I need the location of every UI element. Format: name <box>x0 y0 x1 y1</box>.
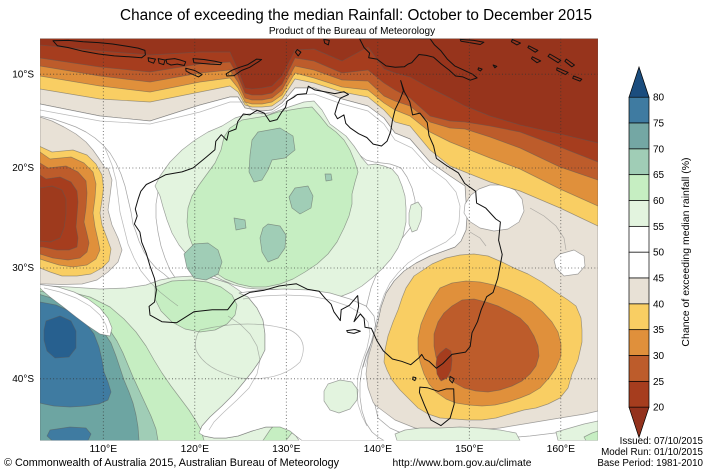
svg-text:25: 25 <box>653 377 665 388</box>
svg-text:30: 30 <box>653 351 665 362</box>
svg-text:80: 80 <box>653 93 665 104</box>
svg-text:Base Period: 1981-2010: Base Period: 1981-2010 <box>597 458 703 469</box>
svg-text:150°E: 150°E <box>455 444 483 455</box>
svg-text:60: 60 <box>653 196 665 207</box>
svg-text:160°E: 160°E <box>547 444 575 455</box>
svg-text:140°E: 140°E <box>364 444 392 455</box>
svg-text:20°S: 20°S <box>12 163 34 174</box>
svg-text:20: 20 <box>653 403 665 414</box>
svg-text:10°S: 10°S <box>12 69 34 80</box>
svg-text:30°S: 30°S <box>12 263 34 274</box>
svg-text:40°S: 40°S <box>12 374 34 385</box>
svg-text:110°E: 110°E <box>89 444 117 455</box>
svg-text:© Commonwealth of Australia 20: © Commonwealth of Australia 2015, Austra… <box>4 457 340 469</box>
svg-text:Product of the Bureau of Meteo: Product of the Bureau of Meteorology <box>269 26 435 37</box>
svg-text:50: 50 <box>653 248 665 259</box>
svg-text:35: 35 <box>653 325 665 336</box>
svg-text:45: 45 <box>653 274 665 285</box>
svg-text:65: 65 <box>653 170 665 181</box>
svg-text:Chance of exceeding the median: Chance of exceeding the median Rainfall:… <box>120 7 592 24</box>
svg-text:Issued: 07/10/2015: Issued: 07/10/2015 <box>620 436 704 447</box>
svg-text:70: 70 <box>653 144 665 155</box>
svg-text:40: 40 <box>653 299 665 310</box>
svg-text:75: 75 <box>653 119 665 130</box>
svg-text:55: 55 <box>653 222 665 233</box>
svg-text:http://www.bom.gov.au/climate: http://www.bom.gov.au/climate <box>393 458 532 469</box>
svg-text:120°E: 120°E <box>181 444 209 455</box>
svg-text:Model Run: 01/10/2015: Model Run: 01/10/2015 <box>601 447 703 458</box>
svg-text:Chance of exceeding median rai: Chance of exceeding median rainfall (%) <box>680 157 692 346</box>
svg-text:130°E: 130°E <box>272 444 300 455</box>
